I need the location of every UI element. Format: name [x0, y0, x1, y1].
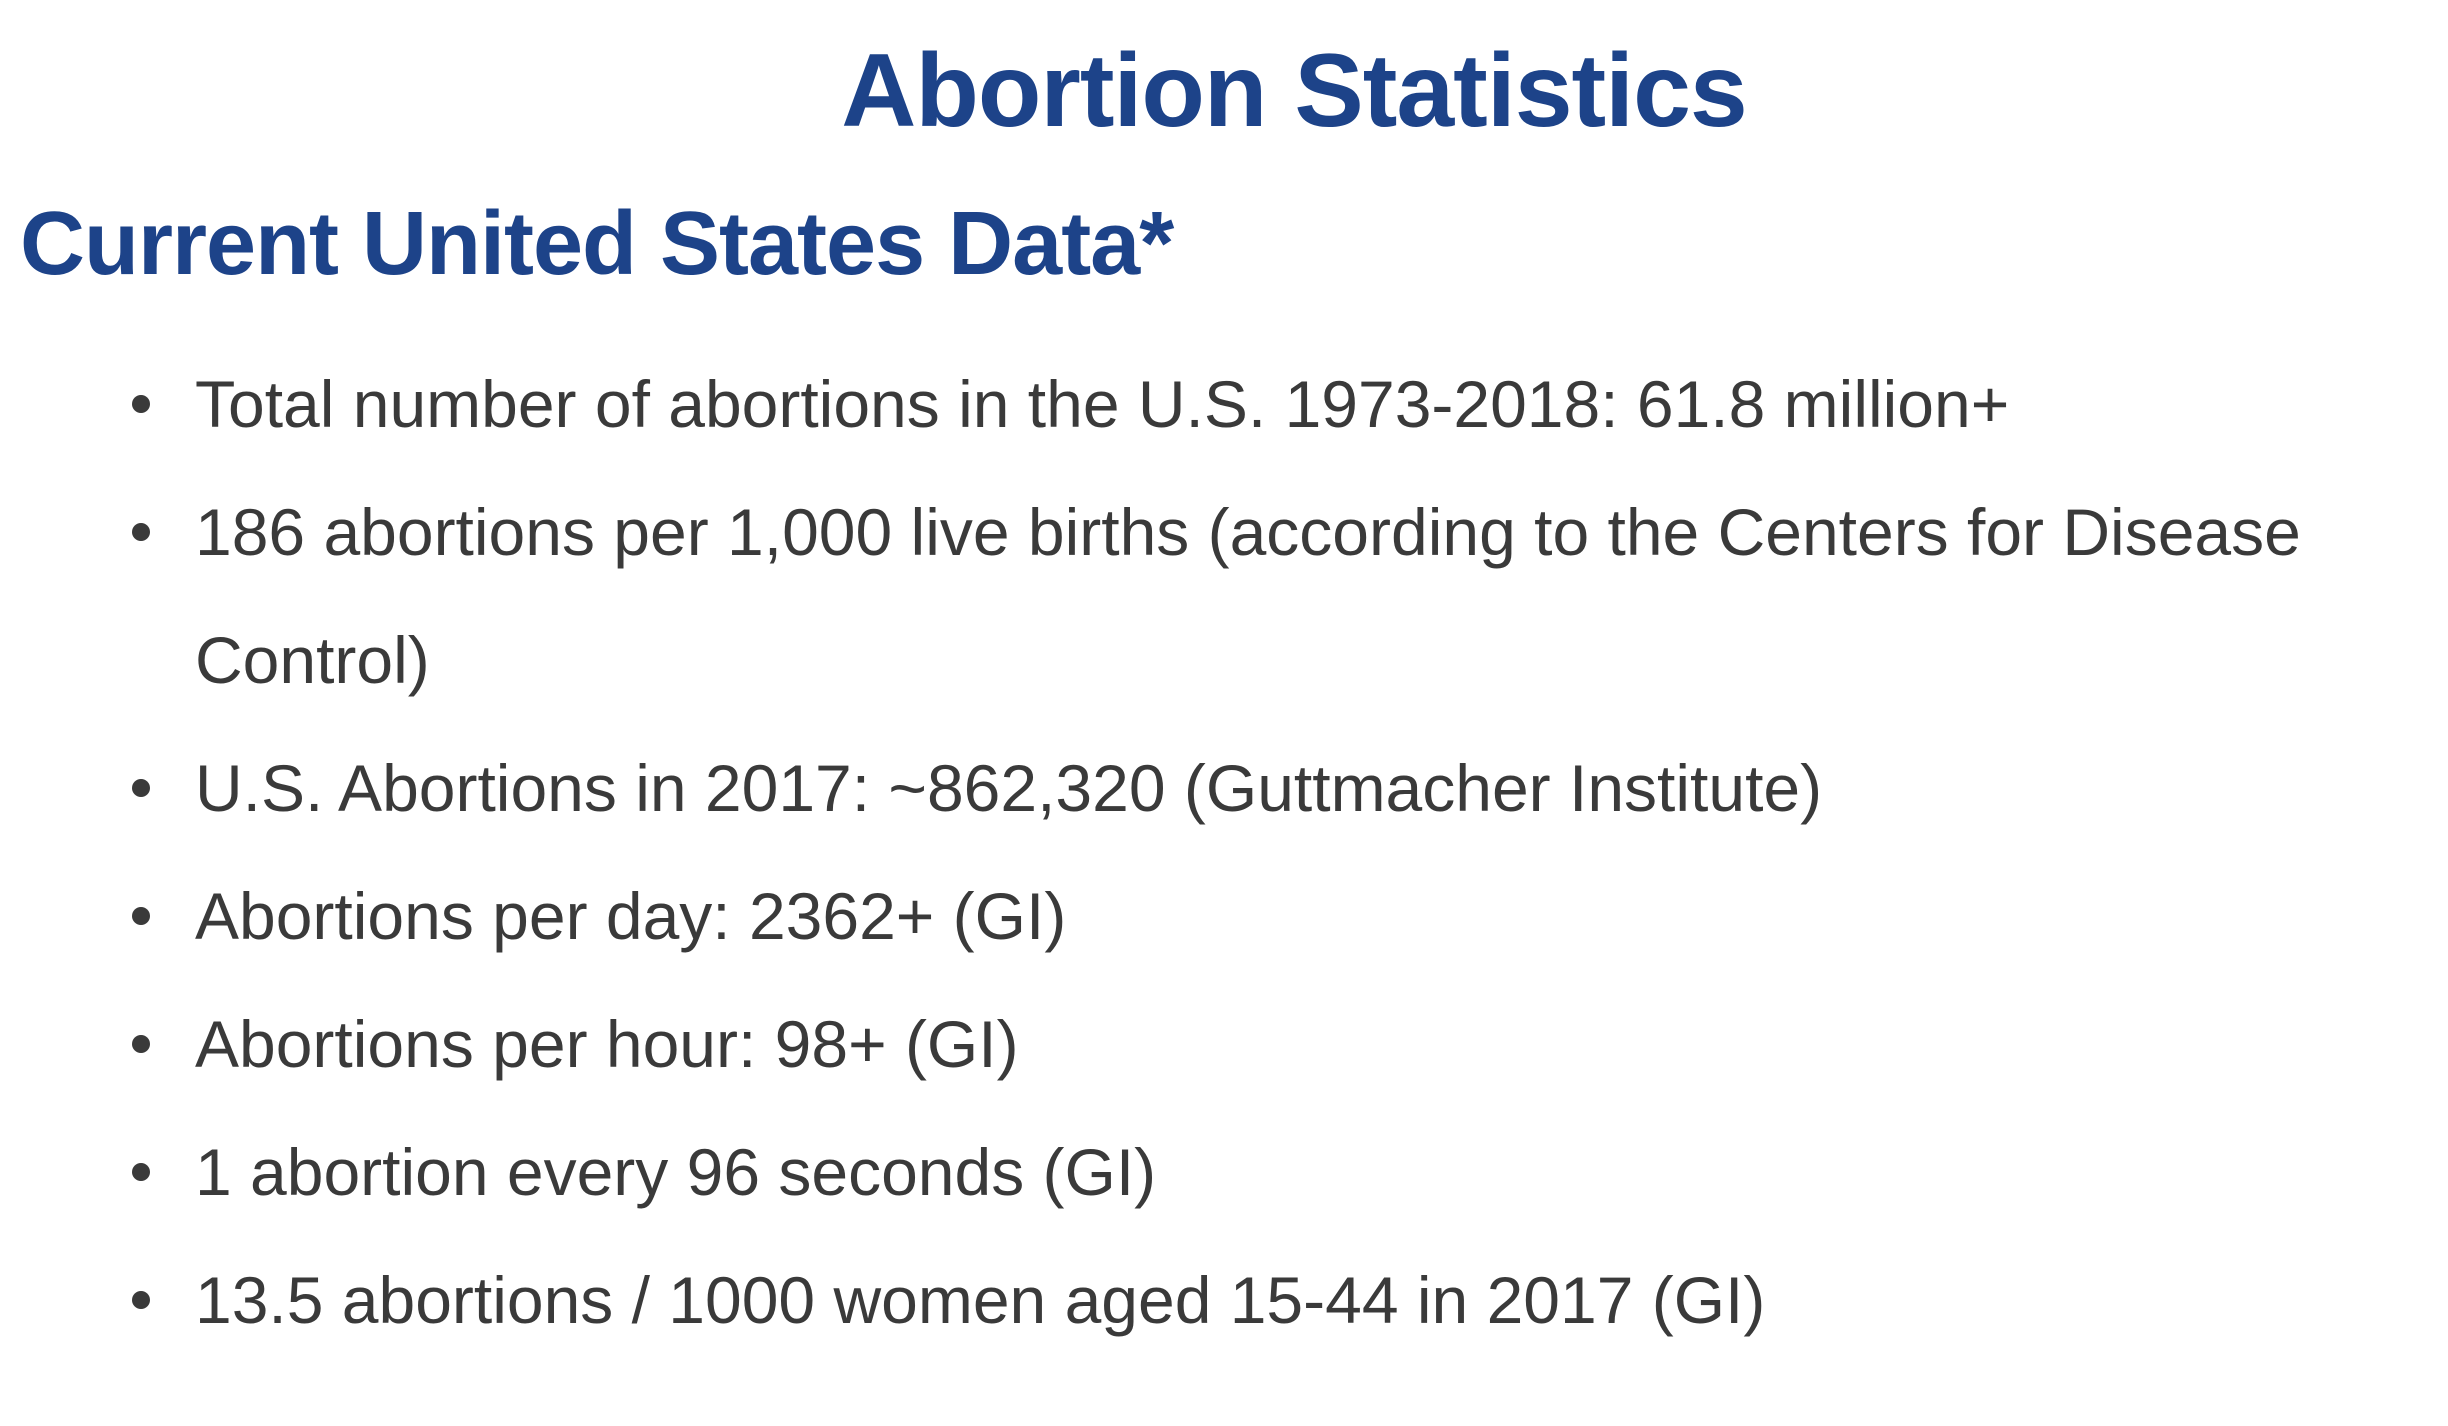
list-item-text: 186 abortions per 1,000 live births (acc… [195, 495, 2301, 697]
list-item-text: 13.5 abortions / 1000 women aged 15-44 i… [195, 1263, 1766, 1337]
list-item: Total number of abortions in the U.S. 19… [0, 340, 2410, 468]
bullet-marker-icon [132, 1035, 150, 1053]
list-item-text: Abortions per hour: 98+ (GI) [195, 1007, 1019, 1081]
bullet-marker-icon [132, 1291, 150, 1309]
list-item: 1 abortion every 96 seconds (GI) [0, 1108, 2410, 1236]
statistics-list: Total number of abortions in the U.S. 19… [0, 340, 2448, 1364]
bullet-marker-icon [132, 395, 150, 413]
bullet-marker-icon [132, 1163, 150, 1181]
page: Abortion Statistics Current United State… [0, 36, 2448, 1364]
list-item: 186 abortions per 1,000 live births (acc… [0, 468, 2410, 724]
list-item-text: 1 abortion every 96 seconds (GI) [195, 1135, 1157, 1209]
list-item: Abortions per day: 2362+ (GI) [0, 852, 2410, 980]
bullet-marker-icon [132, 779, 150, 797]
list-item: Abortions per hour: 98+ (GI) [0, 980, 2410, 1108]
bullet-marker-icon [132, 907, 150, 925]
page-title: Abortion Statistics [841, 33, 1748, 149]
list-item: U.S. Abortions in 2017: ~862,320 (Guttma… [0, 724, 2410, 852]
list-item: 13.5 abortions / 1000 women aged 15-44 i… [0, 1236, 2410, 1364]
list-item-text: Total number of abortions in the U.S. 19… [195, 367, 2010, 441]
list-item-text: Abortions per day: 2362+ (GI) [195, 879, 1067, 953]
section-heading: Current United States Data* [20, 194, 1174, 294]
list-item-text: U.S. Abortions in 2017: ~862,320 (Guttma… [195, 751, 1823, 825]
bullet-marker-icon [132, 523, 150, 541]
